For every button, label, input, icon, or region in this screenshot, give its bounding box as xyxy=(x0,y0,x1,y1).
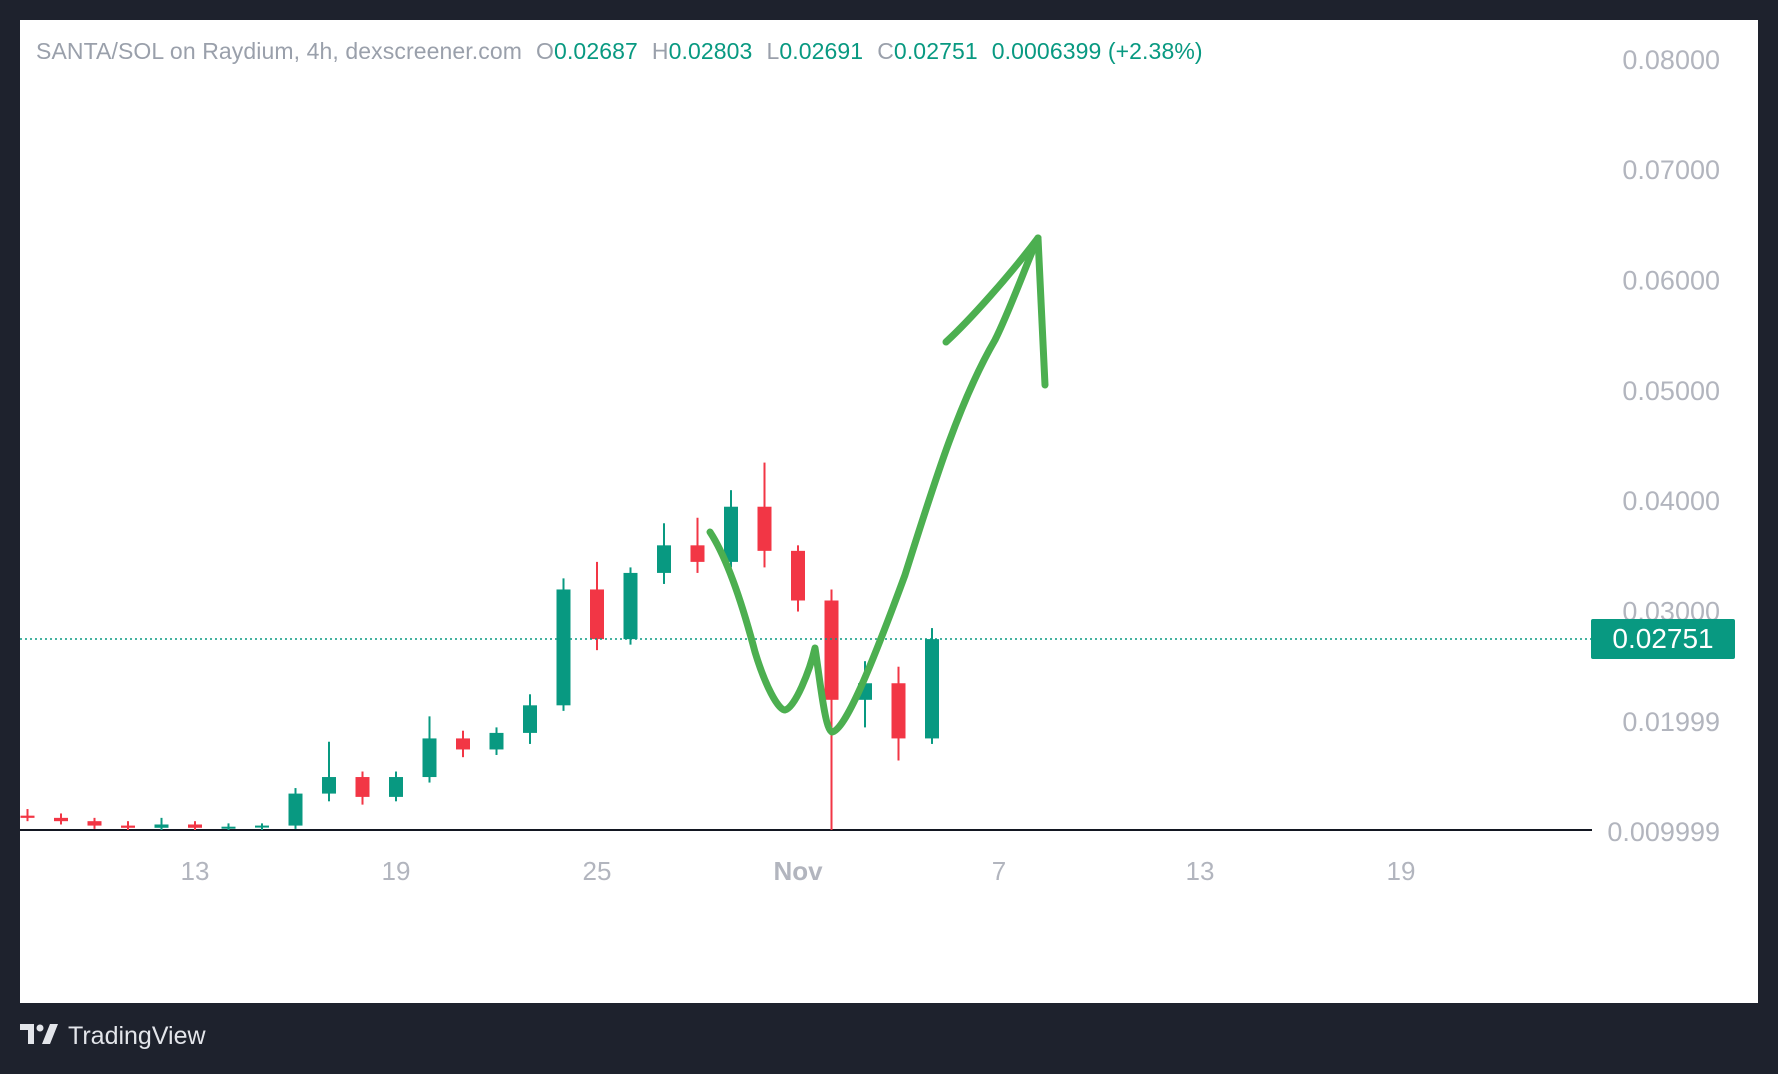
candle-body xyxy=(690,545,705,562)
candle xyxy=(355,771,370,805)
candle xyxy=(20,809,35,822)
price-tick-label: 0.08000 xyxy=(1622,45,1720,75)
candle xyxy=(523,694,537,744)
candle-body xyxy=(724,506,738,562)
candle-body xyxy=(422,738,437,778)
ohlc-legend: SANTA/SOL on Raydium, 4h, dexscreener.co… xyxy=(36,38,1203,65)
price-tick-label: 0.01999 xyxy=(1622,707,1720,737)
candle-body xyxy=(87,821,102,826)
candle xyxy=(757,462,772,568)
candle-body xyxy=(523,705,537,733)
candle xyxy=(724,490,738,568)
legend-open-value: 0.02687 xyxy=(554,38,638,64)
chart-panel[interactable]: 0.08000 0.07000 0.06000 0.05000 0.04000 0.030… xyxy=(20,20,1758,1003)
legend-low-value: 0.02691 xyxy=(779,38,864,64)
candle-body xyxy=(389,777,403,797)
candle-body xyxy=(322,777,336,794)
candle-body xyxy=(121,825,135,828)
legend-symbol: SANTA/SOL on Raydium, 4h, dexscreener.co… xyxy=(36,38,523,64)
candle-body xyxy=(556,589,571,706)
candle-body xyxy=(456,738,470,750)
candle xyxy=(322,741,336,802)
last-price-badge: 0.02751 xyxy=(1591,619,1735,659)
candle-body xyxy=(824,600,839,700)
candle-body xyxy=(20,815,35,818)
time-tick-label: 13 xyxy=(181,856,210,886)
candle xyxy=(255,823,269,830)
candle xyxy=(824,589,839,830)
candle xyxy=(188,821,202,830)
candle-body xyxy=(154,824,169,828)
legend-open-label: O xyxy=(536,38,555,64)
candle-body xyxy=(657,545,671,573)
candle-body xyxy=(288,793,303,826)
legend-high-value: 0.02803 xyxy=(668,38,753,64)
time-tick-label: 25 xyxy=(583,856,612,886)
candle xyxy=(154,817,169,830)
candle xyxy=(489,727,504,755)
candle xyxy=(389,771,403,802)
candles xyxy=(20,462,939,830)
brand-name[interactable]: TradingView xyxy=(68,1022,206,1050)
candle xyxy=(556,578,571,711)
candle xyxy=(590,561,604,651)
price-tick-label: 0.06000 xyxy=(1622,266,1720,296)
time-axis[interactable]: 13 19 25 Nov 7 13 19 xyxy=(181,856,1416,886)
price-tick-label: 0.009999 xyxy=(1607,817,1720,847)
candle-body xyxy=(757,506,772,551)
candle-body xyxy=(891,683,906,739)
time-tick-label: 13 xyxy=(1186,856,1215,886)
arrow-trend-line xyxy=(706,234,1042,736)
candle xyxy=(288,788,303,829)
candle-body xyxy=(590,589,604,640)
candle-body xyxy=(255,825,269,828)
candle xyxy=(623,567,638,645)
time-tick-label: 19 xyxy=(1387,856,1416,886)
candle-body xyxy=(623,572,638,640)
candle-body xyxy=(791,550,805,601)
candle xyxy=(791,545,805,612)
chart-canvas[interactable]: 0.080000.070000.060000.050000.040000.030… xyxy=(20,20,1758,1003)
candle-body xyxy=(54,817,68,822)
time-tick-label: 19 xyxy=(382,856,411,886)
legend-close-label: C xyxy=(877,38,894,64)
hand-drawn-arrow-annotation xyxy=(706,234,1049,736)
candle-body xyxy=(221,826,236,829)
candle xyxy=(690,517,705,573)
candle xyxy=(221,823,236,830)
tradingview-logo-icon[interactable] xyxy=(20,1022,58,1051)
price-tick-label: 0.07000 xyxy=(1622,155,1720,185)
legend-high-label: H xyxy=(651,38,669,64)
candle-body xyxy=(188,824,202,828)
price-tick-label: 0.04000 xyxy=(1622,486,1720,516)
footer: TradingView xyxy=(20,1022,206,1051)
candle xyxy=(925,628,939,744)
legend-close-value: 0.02751 xyxy=(893,38,978,64)
time-tick-label: Nov xyxy=(773,856,823,886)
price-axis[interactable]: 0.080000.070000.060000.050000.040000.030… xyxy=(1607,45,1720,847)
candle-body xyxy=(489,732,504,750)
candle xyxy=(422,716,437,783)
candle xyxy=(87,817,102,829)
candle xyxy=(657,523,671,584)
candle xyxy=(891,666,906,761)
candle-body xyxy=(355,777,370,797)
arrow-head-left xyxy=(942,234,1042,346)
legend-low-label: L xyxy=(766,38,780,64)
candle xyxy=(456,730,470,758)
arrow-head-right xyxy=(1034,234,1049,389)
legend-change: 0.0006399 (+2.38%) xyxy=(991,38,1203,64)
candle xyxy=(121,821,135,830)
time-tick-label: 7 xyxy=(992,856,1006,886)
candle xyxy=(54,813,68,825)
candle-body xyxy=(925,639,939,739)
price-tick-label: 0.05000 xyxy=(1622,376,1720,406)
